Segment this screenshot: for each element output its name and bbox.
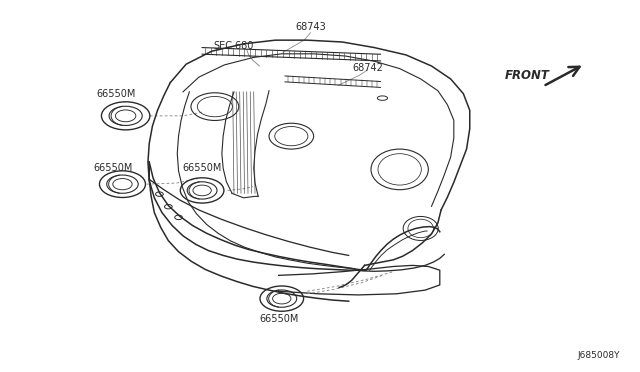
Text: 66550M: 66550M — [259, 314, 298, 324]
Text: J685008Y: J685008Y — [577, 350, 620, 359]
Text: 68743: 68743 — [295, 22, 326, 32]
Text: 66550M: 66550M — [97, 89, 136, 99]
Text: 68742: 68742 — [353, 63, 383, 73]
Text: FRONT: FRONT — [505, 69, 550, 82]
Text: 66550M: 66550M — [93, 163, 132, 173]
Text: 66550M: 66550M — [182, 163, 222, 173]
Text: SEC.680: SEC.680 — [214, 41, 254, 51]
